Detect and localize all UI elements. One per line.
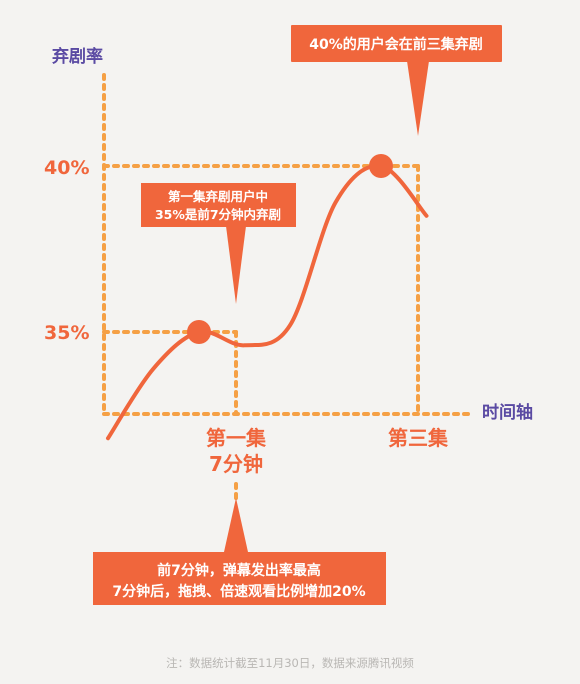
y-tick-label-40: 40%: [44, 157, 89, 179]
callout-middle-line1: 第一集弃剧用户中: [168, 189, 268, 204]
callout-bottom-line1: 前7分钟，弹幕发出率最高: [157, 562, 321, 579]
data-point-ep1: [187, 320, 211, 344]
data-point-ep3: [369, 154, 393, 178]
source-note: 注：数据统计截至11月30日，数据来源腾讯视频: [166, 656, 414, 670]
callout-bottom-line2: 7分钟后，拖拽、倍速观看比例增加20%: [112, 583, 365, 600]
callout-middle-line2: 35%是前7分钟内弃剧: [155, 207, 281, 222]
callout-bottom: 前7分钟，弹幕发出率最高 7分钟后，拖拽、倍速观看比例增加20%: [93, 498, 386, 605]
callout-top-text: 40%的用户会在前三集弃剧: [309, 36, 483, 53]
y-tick-label-35: 35%: [44, 322, 89, 344]
callout-top: 40%的用户会在前三集弃剧: [291, 25, 502, 136]
x-category-ep3: 第三集: [388, 426, 449, 450]
x-axis-label: 时间轴: [482, 402, 533, 423]
x-category-ep1-line1: 第一集: [206, 426, 267, 450]
x-category-ep1-line2: 7分钟: [209, 452, 263, 476]
dotted-grid: [102, 73, 476, 500]
callout-middle: 第一集弃剧用户中 35%是前7分钟内弃剧: [141, 183, 296, 304]
y-axis-label: 弃剧率: [52, 46, 103, 67]
